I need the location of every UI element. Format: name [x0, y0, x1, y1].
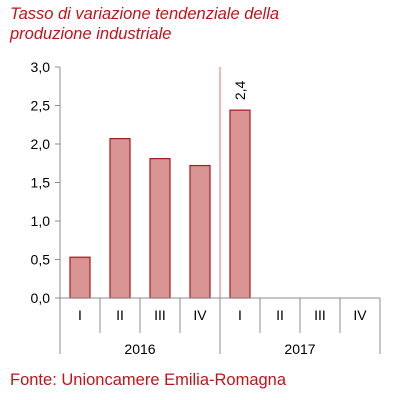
chart-title-line-1: Tasso di variazione tendenziale della [10, 5, 280, 23]
y-tick-label: 0,5 [31, 252, 51, 268]
bar [229, 109, 251, 299]
source-note: Fonte: Unioncamere Emilia-Romagna [10, 371, 287, 389]
chart-title-line-2: produzione industriale [10, 25, 172, 43]
chart-title: Tasso di variazione tendenziale della pr… [10, 4, 390, 44]
x-group-label: 2017 [284, 341, 315, 357]
bar-data-label: 2,4 [232, 80, 248, 100]
bar [109, 138, 131, 299]
y-tick-label: 2,0 [31, 136, 51, 152]
x-tick-label: II [116, 307, 124, 323]
y-tick-label: 2,5 [31, 98, 51, 114]
bars [69, 109, 251, 299]
x-tick-label: I [78, 307, 82, 323]
x-tick-label: I [238, 307, 242, 323]
y-tick-label: 0,0 [31, 290, 51, 306]
x-group-label: 2016 [124, 341, 155, 357]
y-tick-label: 3,0 [31, 59, 51, 75]
x-tick-label: IV [193, 307, 207, 323]
y-tick-label: 1,0 [31, 213, 51, 229]
x-tick-label: III [314, 307, 326, 323]
x-tick-label: IV [353, 307, 367, 323]
bar [189, 164, 211, 299]
bar [149, 158, 171, 299]
x-tick-label: II [276, 307, 284, 323]
y-tick-label: 1,5 [31, 175, 51, 191]
x-tick-label: III [154, 307, 166, 323]
y-axis: 0,0 0,5 1,0 1,5 2,0 2,5 3,0 [31, 59, 61, 306]
bar [69, 256, 91, 299]
data-labels: 2,4 [232, 80, 248, 100]
